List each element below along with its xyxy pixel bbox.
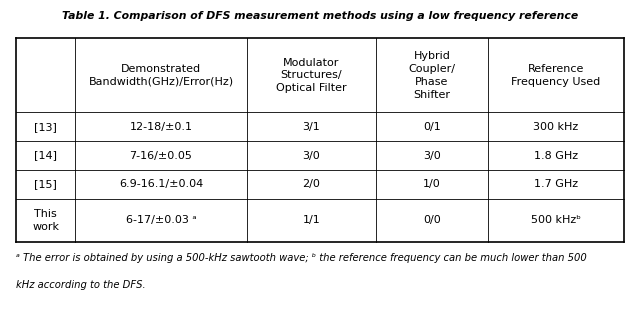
Text: Table 1. Comparison of DFS measurement methods using a low frequency reference: Table 1. Comparison of DFS measurement m… — [62, 11, 578, 21]
Text: 1.8 GHz: 1.8 GHz — [534, 150, 578, 161]
Text: Hybrid
Coupler/
Phase
Shifter: Hybrid Coupler/ Phase Shifter — [408, 51, 455, 100]
Text: Modulator
Structures/
Optical Filter: Modulator Structures/ Optical Filter — [276, 58, 347, 93]
Text: 1.7 GHz: 1.7 GHz — [534, 179, 578, 189]
Text: 0/1: 0/1 — [423, 122, 441, 132]
Text: 3/0: 3/0 — [302, 150, 320, 161]
Text: 6.9-16.1/±0.04: 6.9-16.1/±0.04 — [119, 179, 203, 189]
Text: [15]: [15] — [35, 179, 57, 189]
Text: 1/0: 1/0 — [423, 179, 441, 189]
Text: 1/1: 1/1 — [302, 215, 320, 225]
Text: [14]: [14] — [34, 150, 57, 161]
Text: 2/0: 2/0 — [302, 179, 320, 189]
Text: 6-17/±0.03 ᵃ: 6-17/±0.03 ᵃ — [125, 215, 196, 225]
Text: 3/0: 3/0 — [423, 150, 441, 161]
Text: 12-18/±0.1: 12-18/±0.1 — [129, 122, 193, 132]
Text: 7-16/±0.05: 7-16/±0.05 — [129, 150, 193, 161]
Text: ᵃ The error is obtained by using a 500-kHz sawtooth wave; ᵇ the reference freque: ᵃ The error is obtained by using a 500-k… — [16, 253, 587, 263]
Text: kHz according to the DFS.: kHz according to the DFS. — [16, 280, 146, 290]
Text: This
work: This work — [32, 209, 60, 232]
Text: 300 kHz: 300 kHz — [533, 122, 579, 132]
Text: 500 kHzᵇ: 500 kHzᵇ — [531, 215, 581, 225]
Text: Reference
Frequency Used: Reference Frequency Used — [511, 64, 600, 87]
Text: [13]: [13] — [35, 122, 57, 132]
Text: 3/1: 3/1 — [302, 122, 320, 132]
Text: 0/0: 0/0 — [423, 215, 441, 225]
Text: Demonstrated
Bandwidth(GHz)/Error(Hz): Demonstrated Bandwidth(GHz)/Error(Hz) — [88, 64, 234, 87]
